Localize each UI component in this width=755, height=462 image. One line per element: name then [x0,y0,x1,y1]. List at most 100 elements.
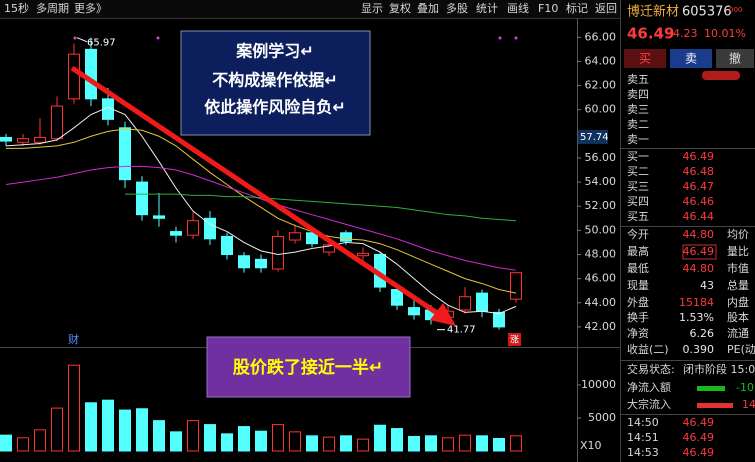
candle-body [17,138,29,143]
trade-time: 14:51 [627,431,659,444]
toolbar-item[interactable]: 多周期 [36,1,69,15]
volume-bar [68,364,80,452]
stat-value: 43 [700,279,714,292]
candle-body [459,296,471,311]
price: 46.49 [627,25,674,43]
y-tick-label: 66.00 [585,30,617,43]
volume-bar [408,435,420,452]
button-label[interactable]: 买 [639,52,651,66]
marker-dot [514,36,518,40]
volume-bar [493,437,505,452]
toolbar-item[interactable]: 更多》 [74,1,107,15]
candle-body [204,217,216,240]
sell-button[interactable] [670,49,712,68]
candle-body [136,181,148,216]
volume-bar [51,407,63,452]
ask-label: 卖二 [627,118,649,131]
candle-body [238,255,250,269]
toolbar-item[interactable]: 叠加 [417,2,439,15]
ma-line [5,165,517,271]
bid-price: 46.48 [683,165,715,178]
change-pct: 10.01% [704,27,746,40]
volume-bar [425,435,437,452]
y-tick-label: 44.00 [585,296,617,309]
status-value: 闭市阶段 15:00 [683,362,755,376]
stat-label: 现量 [627,279,649,292]
caption: 股价跌了接近一半↵ [233,357,383,378]
volume-bar [323,436,335,452]
toolbar-item[interactable]: F10 [538,2,558,15]
candle-body [153,215,165,219]
bid-label: 买四 [627,195,649,208]
volume-bar [340,435,352,452]
y-tick-label: 46.00 [585,272,617,285]
bid-price: 46.49 [683,150,715,163]
stock-name: 博迁新材 [627,4,679,20]
volume-bar [442,437,454,452]
candle-body [187,220,199,236]
toolbar-item[interactable]: 标记 [566,1,588,15]
candle-body [51,105,63,140]
volume-bar [34,429,46,452]
y-tick-label: 5000 [588,411,616,424]
candle-body [493,311,505,328]
stat-label: 最高 [627,244,649,258]
trade-price: 46.49 [683,431,715,444]
stat-label: 收益(二) [627,342,669,356]
volume-bar [459,434,471,452]
ask-label: 卖五 [627,73,649,86]
limit-up-badge [508,333,521,346]
stat-highlight [682,244,717,260]
marker-dot [498,36,502,40]
current-price-label: 57.74 [580,132,609,143]
bid-price: 46.46 [683,195,715,208]
high-mark: 65.97 [87,38,116,49]
buy-button[interactable] [624,49,666,68]
flow-bar [697,386,725,391]
candle-body [510,272,522,300]
candle-body [476,292,488,312]
toolbar-item[interactable]: 15秒 [4,1,29,15]
toolbar-item[interactable]: 画线 [507,1,529,15]
change: 4.23 [673,27,698,40]
caption-bg [206,336,411,398]
high-pointer [76,37,88,43]
candle-body [323,244,335,253]
warning-line: 不构成操作依据↵ [212,71,337,90]
volume-bar [306,435,318,452]
stat-label: 净资 [627,326,649,340]
cancel-button[interactable] [716,49,754,68]
button-label[interactable]: 撤 [729,51,741,66]
volume-bar [119,409,131,452]
warning-bg [180,30,371,136]
candle-body [306,232,318,245]
candle-body [408,307,420,316]
y-tick-label: 52.00 [585,199,617,212]
arrow-head [430,303,456,326]
toolbar-item[interactable]: 统计 [476,2,498,15]
toolbar-item[interactable]: 显示 [361,2,383,15]
volume-bar [357,438,369,452]
warning-box: 案例学习↵ 不构成操作依据↵ 依此操作风险自负↵ [180,30,371,136]
toolbar-item[interactable]: 复权 [389,1,411,15]
finance-icon[interactable]: 财 [68,332,79,346]
trend-arrow [70,65,456,326]
warning-line: 依此操作风险自负↵ [204,98,345,117]
stat-value: 1.53% [679,311,714,324]
toolbar [0,0,620,18]
side-panel: 博迁新材 605376 000 46.49 4.23 10.01% 买 卖 撤 … [621,4,755,459]
candle-body [0,136,12,142]
expand-toggle[interactable] [702,71,740,80]
candle-body [68,53,80,100]
candle-body [340,232,352,242]
button-label[interactable]: 卖 [685,52,697,66]
status-label: 交易状态: [627,362,675,376]
y-tick-label: 60.00 [585,103,617,116]
limit-up-icon: 涨 [510,335,519,346]
toolbar-item[interactable]: 返回 [595,2,617,15]
toolbar-item[interactable]: 多股 [446,1,468,15]
ask-label: 卖三 [627,103,649,116]
candle-body [170,231,182,236]
ma-line [125,193,517,222]
